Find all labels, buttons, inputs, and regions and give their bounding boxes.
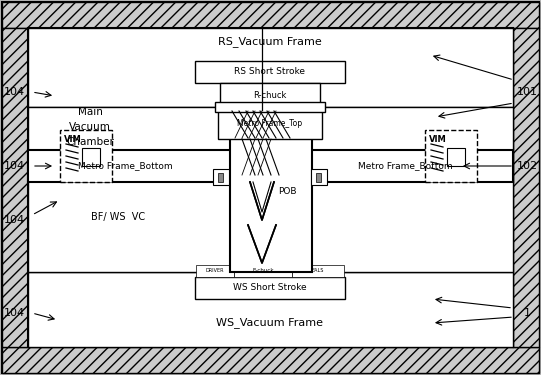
Text: VIM: VIM	[64, 135, 82, 144]
Bar	[218, 173, 223, 182]
Text: 104: 104	[3, 215, 24, 225]
Text: BF/ WS  VC: BF/ WS VC	[91, 212, 145, 222]
Text: WS Short Stroke: WS Short Stroke	[233, 284, 307, 292]
Text: EALS: EALS	[312, 268, 324, 273]
Text: POB: POB	[278, 188, 296, 196]
Bar	[2, 28, 28, 347]
Text: RS Short Stroke: RS Short Stroke	[234, 68, 306, 76]
Bar	[195, 61, 345, 83]
Bar	[28, 28, 513, 107]
Polygon shape	[250, 182, 274, 220]
Text: 104: 104	[3, 87, 24, 97]
Text: 102: 102	[517, 161, 538, 171]
Bar	[215, 102, 325, 112]
Text: Metro Frame_Top: Metro Frame_Top	[237, 120, 302, 129]
Text: R-chuck: R-chuck	[253, 90, 287, 99]
Bar	[195, 277, 345, 299]
Text: Metro Frame_Bottom: Metro Frame_Bottom	[358, 162, 452, 171]
Bar	[213, 169, 229, 185]
Text: WS_Vacuum Frame: WS_Vacuum Frame	[216, 318, 324, 328]
Text: Metro Frame_Bottom: Metro Frame_Bottom	[78, 162, 173, 171]
Bar	[28, 272, 513, 347]
Bar	[311, 169, 327, 185]
Bar	[60, 130, 112, 182]
Bar	[220, 83, 320, 107]
Bar	[513, 28, 539, 347]
Text: RS_Vacuum Frame: RS_Vacuum Frame	[218, 36, 322, 48]
Bar	[292, 265, 344, 277]
Bar	[196, 265, 234, 277]
Bar	[447, 148, 465, 166]
Text: DRIVER: DRIVER	[206, 268, 225, 273]
Polygon shape	[248, 225, 276, 263]
Bar	[425, 130, 477, 182]
Bar	[234, 265, 292, 277]
Bar	[230, 110, 312, 272]
Bar	[2, 2, 539, 28]
Bar	[316, 173, 321, 182]
Bar	[82, 148, 100, 166]
Bar	[28, 107, 513, 272]
Text: 101: 101	[517, 87, 538, 97]
Text: 104: 104	[3, 308, 24, 318]
Text: E-chuck: E-chuck	[252, 268, 274, 273]
Text: 1: 1	[524, 308, 531, 318]
Bar	[2, 347, 539, 373]
Bar	[28, 28, 513, 347]
Text: VIM: VIM	[429, 135, 447, 144]
Text: 104: 104	[3, 161, 24, 171]
Bar	[28, 150, 513, 182]
Bar	[218, 110, 322, 139]
Text: Main
Vacuum
Chamber: Main Vacuum Chamber	[66, 107, 114, 147]
